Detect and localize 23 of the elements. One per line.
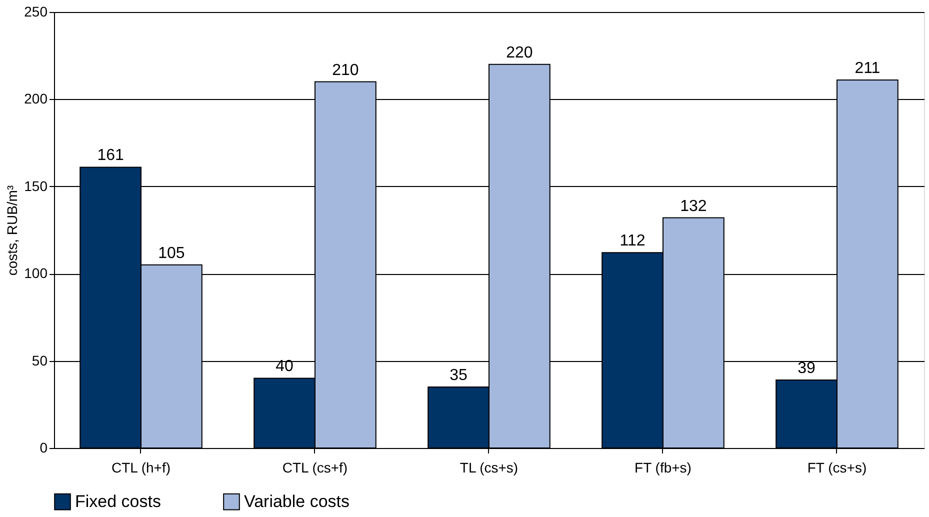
y-tick-label: 100 — [24, 265, 48, 282]
legend-label: Variable costs — [244, 492, 350, 511]
legend-label: Fixed costs — [75, 492, 161, 511]
y-tick-label: 0 — [40, 440, 48, 456]
x-tick-label: CTL (h+f) — [112, 460, 170, 476]
x-tick-label: FT (cs+s) — [807, 460, 867, 476]
y-tick-label: 200 — [24, 90, 48, 107]
y-tick-label: 250 — [24, 4, 48, 20]
data-label: 211 — [854, 60, 880, 78]
y-tick-label: 150 — [24, 178, 48, 194]
x-tick-label: FT (fb+s) — [634, 460, 692, 476]
x-tick-label: TL (cs+s) — [460, 460, 518, 476]
data-label: 210 — [332, 62, 359, 79]
data-label: 105 — [158, 244, 185, 262]
data-label: 132 — [680, 198, 707, 215]
data-label: 112 — [620, 232, 646, 250]
y-axis-title: costs, RUB/m³ — [4, 185, 20, 276]
y-tick-label: 50 — [32, 352, 48, 368]
data-label: 161 — [97, 147, 124, 164]
x-tick-label: CTL (cs+f) — [282, 460, 348, 476]
data-label: 39 — [798, 360, 816, 377]
data-label: 220 — [506, 44, 533, 62]
data-label: 35 — [450, 366, 468, 384]
